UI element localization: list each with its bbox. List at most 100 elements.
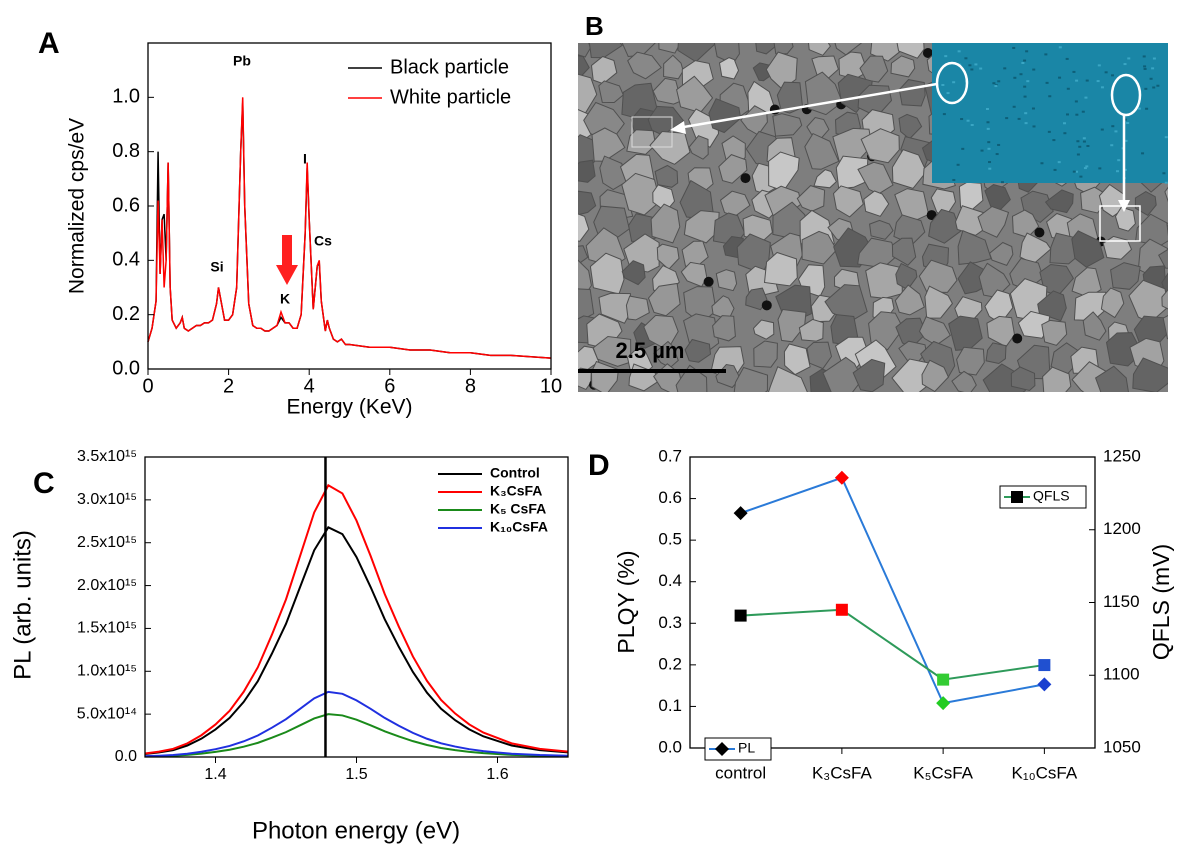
y2-axis-label: QFLS (mV) [1148, 544, 1174, 660]
grain [592, 335, 632, 367]
grain [1172, 141, 1182, 162]
eds-speck [1012, 105, 1016, 108]
x-tick-label: 1.5 [345, 766, 367, 783]
grain [1161, 272, 1168, 298]
eds-speck [1063, 122, 1067, 125]
eds-speck [1162, 172, 1166, 175]
eds-speck [985, 107, 989, 110]
grain [863, 190, 890, 217]
eds-speck [1023, 95, 1027, 98]
eds-speck [1124, 139, 1128, 142]
peak-label: I [303, 151, 307, 167]
grain [1071, 230, 1105, 268]
x-tick-label: 1.6 [486, 766, 508, 783]
eds-speck [997, 80, 1001, 83]
eds-speck [1110, 144, 1114, 147]
grain [1041, 319, 1068, 346]
eds-speck [960, 118, 964, 121]
pore [1012, 333, 1023, 344]
grain [768, 366, 808, 392]
eds-speck [1032, 125, 1036, 128]
peak-label: Pb [233, 53, 251, 69]
y-tick-label: 0.8 [112, 140, 140, 162]
grain [647, 282, 681, 317]
y-tick-label: 0.1 [658, 696, 682, 715]
grain [627, 51, 662, 80]
sem-image: 2.5 µm [578, 43, 1182, 392]
grain [578, 213, 590, 242]
eds-speck [988, 161, 992, 164]
eds-speck [941, 84, 945, 87]
eds-speck [1048, 95, 1052, 98]
eds-speck [1084, 96, 1088, 99]
grain [1044, 189, 1074, 214]
eds-speck [1100, 86, 1104, 89]
eds-speck [1066, 113, 1070, 116]
grain [801, 230, 838, 265]
y-tick-label: 3.0x10¹⁵ [77, 491, 137, 508]
eds-speck [952, 178, 956, 181]
grain [808, 43, 832, 56]
eds-speck [1026, 80, 1030, 83]
eds-speck [1164, 181, 1168, 184]
grain [1110, 262, 1141, 290]
eds-speck [1072, 170, 1076, 173]
y-tick-label: 1.0 [112, 86, 140, 108]
y-tick-label: 1200 [1103, 519, 1141, 538]
eds-speck [1021, 62, 1025, 65]
grain [806, 341, 833, 370]
arrow-line [677, 82, 938, 130]
eds-speck [1052, 139, 1056, 142]
eds-speck [1065, 57, 1069, 60]
legend-label: White particle [390, 86, 511, 108]
y-tick-label: 1.0x10¹⁵ [77, 663, 137, 680]
grain [977, 205, 1010, 238]
x-tick-label: 6 [384, 375, 395, 397]
grain [752, 319, 775, 340]
eds-speck [1149, 77, 1153, 80]
grain [989, 241, 1014, 267]
eds-speck [1076, 140, 1080, 143]
eds-speck [1145, 107, 1149, 110]
grain [832, 185, 864, 218]
x-tick-label: 4 [304, 375, 315, 397]
eds-speck [1100, 128, 1104, 131]
peak-label: Cs [314, 233, 332, 249]
y-tick-label: 0.5 [658, 530, 682, 549]
grain [675, 364, 708, 392]
eds-speck [1005, 117, 1009, 120]
grain [804, 132, 840, 170]
pl-curve [144, 483, 569, 755]
eds-speck [987, 147, 991, 150]
grain [1037, 290, 1067, 322]
y-tick-label: 2.5x10¹⁵ [77, 534, 137, 551]
grain [1158, 248, 1168, 269]
highlight-box [631, 116, 673, 148]
eds-speck [1058, 76, 1062, 79]
marker [936, 696, 951, 711]
peak-label: Si [210, 259, 223, 275]
peak-label: K [280, 291, 290, 307]
eds-speck [1024, 122, 1028, 125]
eds-speck [1083, 167, 1087, 170]
grain [1162, 314, 1168, 340]
eds-speck [1164, 136, 1168, 139]
eds-speck [1123, 118, 1127, 121]
grain [837, 73, 873, 114]
grain [658, 43, 681, 54]
marker [834, 470, 849, 485]
pore [1034, 227, 1045, 238]
eds-speck [986, 121, 990, 124]
arrow [276, 235, 298, 285]
y-tick-label: 2.0x10¹⁵ [77, 577, 137, 594]
eds-speck [1012, 46, 1016, 49]
grain [773, 43, 794, 55]
scale-bar-label: 2.5 µm [616, 338, 685, 363]
eds-speck [1023, 59, 1027, 62]
eds-speck [1111, 125, 1115, 128]
eds-speck [1044, 53, 1048, 56]
eds-speck [1082, 140, 1086, 143]
grain [772, 113, 803, 137]
pl-curve [144, 713, 569, 758]
eds-speck [1074, 100, 1078, 103]
